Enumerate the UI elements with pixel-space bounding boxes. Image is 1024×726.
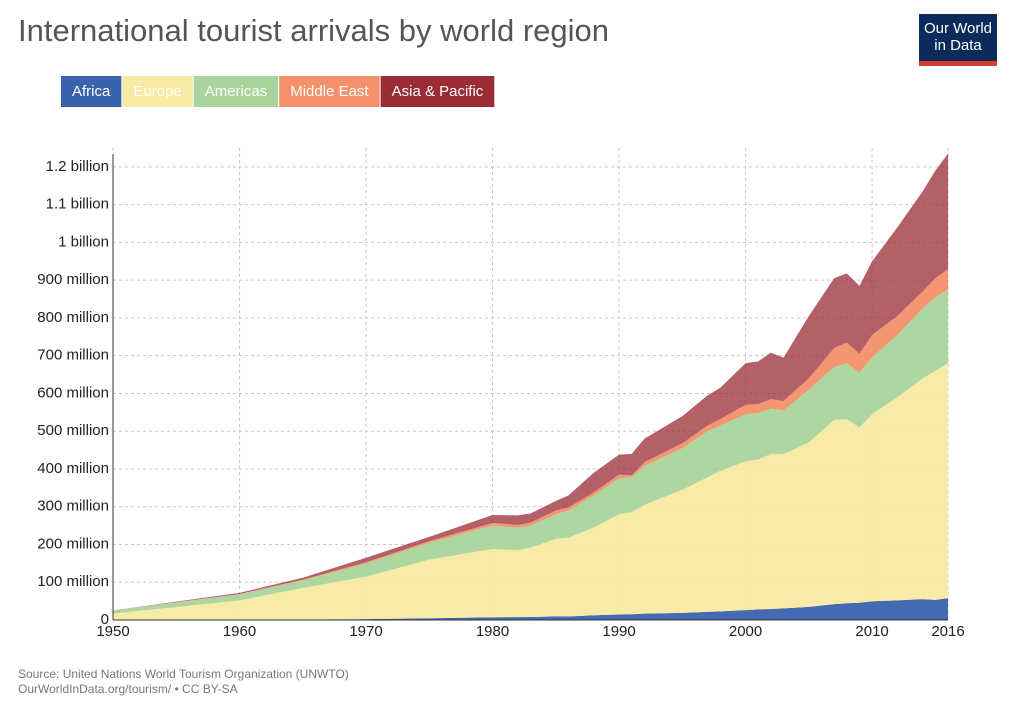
- x-tick-label: 1990: [602, 623, 635, 640]
- x-tick-label: 1980: [476, 623, 509, 640]
- y-tick-label: 400 million: [37, 460, 109, 477]
- logo: Our World in Data: [919, 14, 997, 66]
- y-tick-label: 1 billion: [58, 233, 109, 250]
- legend-item[interactable]: Americas: [193, 76, 279, 107]
- legend-item[interactable]: Africa: [61, 76, 122, 107]
- logo-text: in Data: [934, 37, 982, 54]
- y-tick-label: 100 million: [37, 573, 109, 590]
- legend-label: Europe: [133, 83, 181, 100]
- legend-swatch: [61, 76, 122, 107]
- legend-label: Americas: [205, 83, 268, 100]
- legend-item[interactable]: Middle East: [279, 76, 380, 107]
- legend-swatch: [380, 76, 495, 107]
- area: [113, 363, 948, 620]
- legend-swatch: [193, 76, 279, 107]
- chart-title: International tourist arrivals by world …: [18, 13, 609, 48]
- source: Source: United Nations World Tourism Org…: [18, 667, 349, 681]
- logo-box: [919, 14, 997, 66]
- y-tick-label: 300 million: [37, 498, 109, 515]
- y-tick-label: 900 million: [37, 271, 109, 288]
- legend-swatch: [279, 76, 380, 107]
- logo-text: Our World: [924, 20, 992, 37]
- y-tick-label: 200 million: [37, 535, 109, 552]
- y-tick-label: 500 million: [37, 422, 109, 439]
- legend-swatch: [122, 76, 193, 107]
- x-tick-label: 2000: [729, 623, 762, 640]
- legend-label: Asia & Pacific: [392, 83, 484, 100]
- legend-item[interactable]: Europe: [122, 76, 193, 107]
- y-tick-label: 600 million: [37, 384, 109, 401]
- legend-label: Middle East: [290, 83, 369, 100]
- legend-item[interactable]: Asia & Pacific: [380, 76, 495, 107]
- y-tick-label: 1.1 billion: [46, 196, 109, 213]
- x-tick-label: 2010: [855, 623, 888, 640]
- y-tick-label: 1.2 billion: [46, 158, 109, 175]
- area: [113, 153, 948, 611]
- y-tick-label: 700 million: [37, 347, 109, 364]
- legend-label: Africa: [72, 83, 111, 100]
- area: [113, 598, 948, 620]
- y-tick-label: 800 million: [37, 309, 109, 326]
- x-tick-label: 1950: [96, 623, 129, 640]
- x-tick-label: 1960: [223, 623, 256, 640]
- logo-strip: [919, 61, 997, 66]
- y-tick-label: 0: [101, 611, 109, 628]
- x-tick-label: 2016: [931, 623, 964, 640]
- area: [113, 289, 948, 614]
- credit: OurWorldInData.org/tourism/ • CC BY-SA: [18, 682, 238, 696]
- x-tick-label: 1970: [349, 623, 382, 640]
